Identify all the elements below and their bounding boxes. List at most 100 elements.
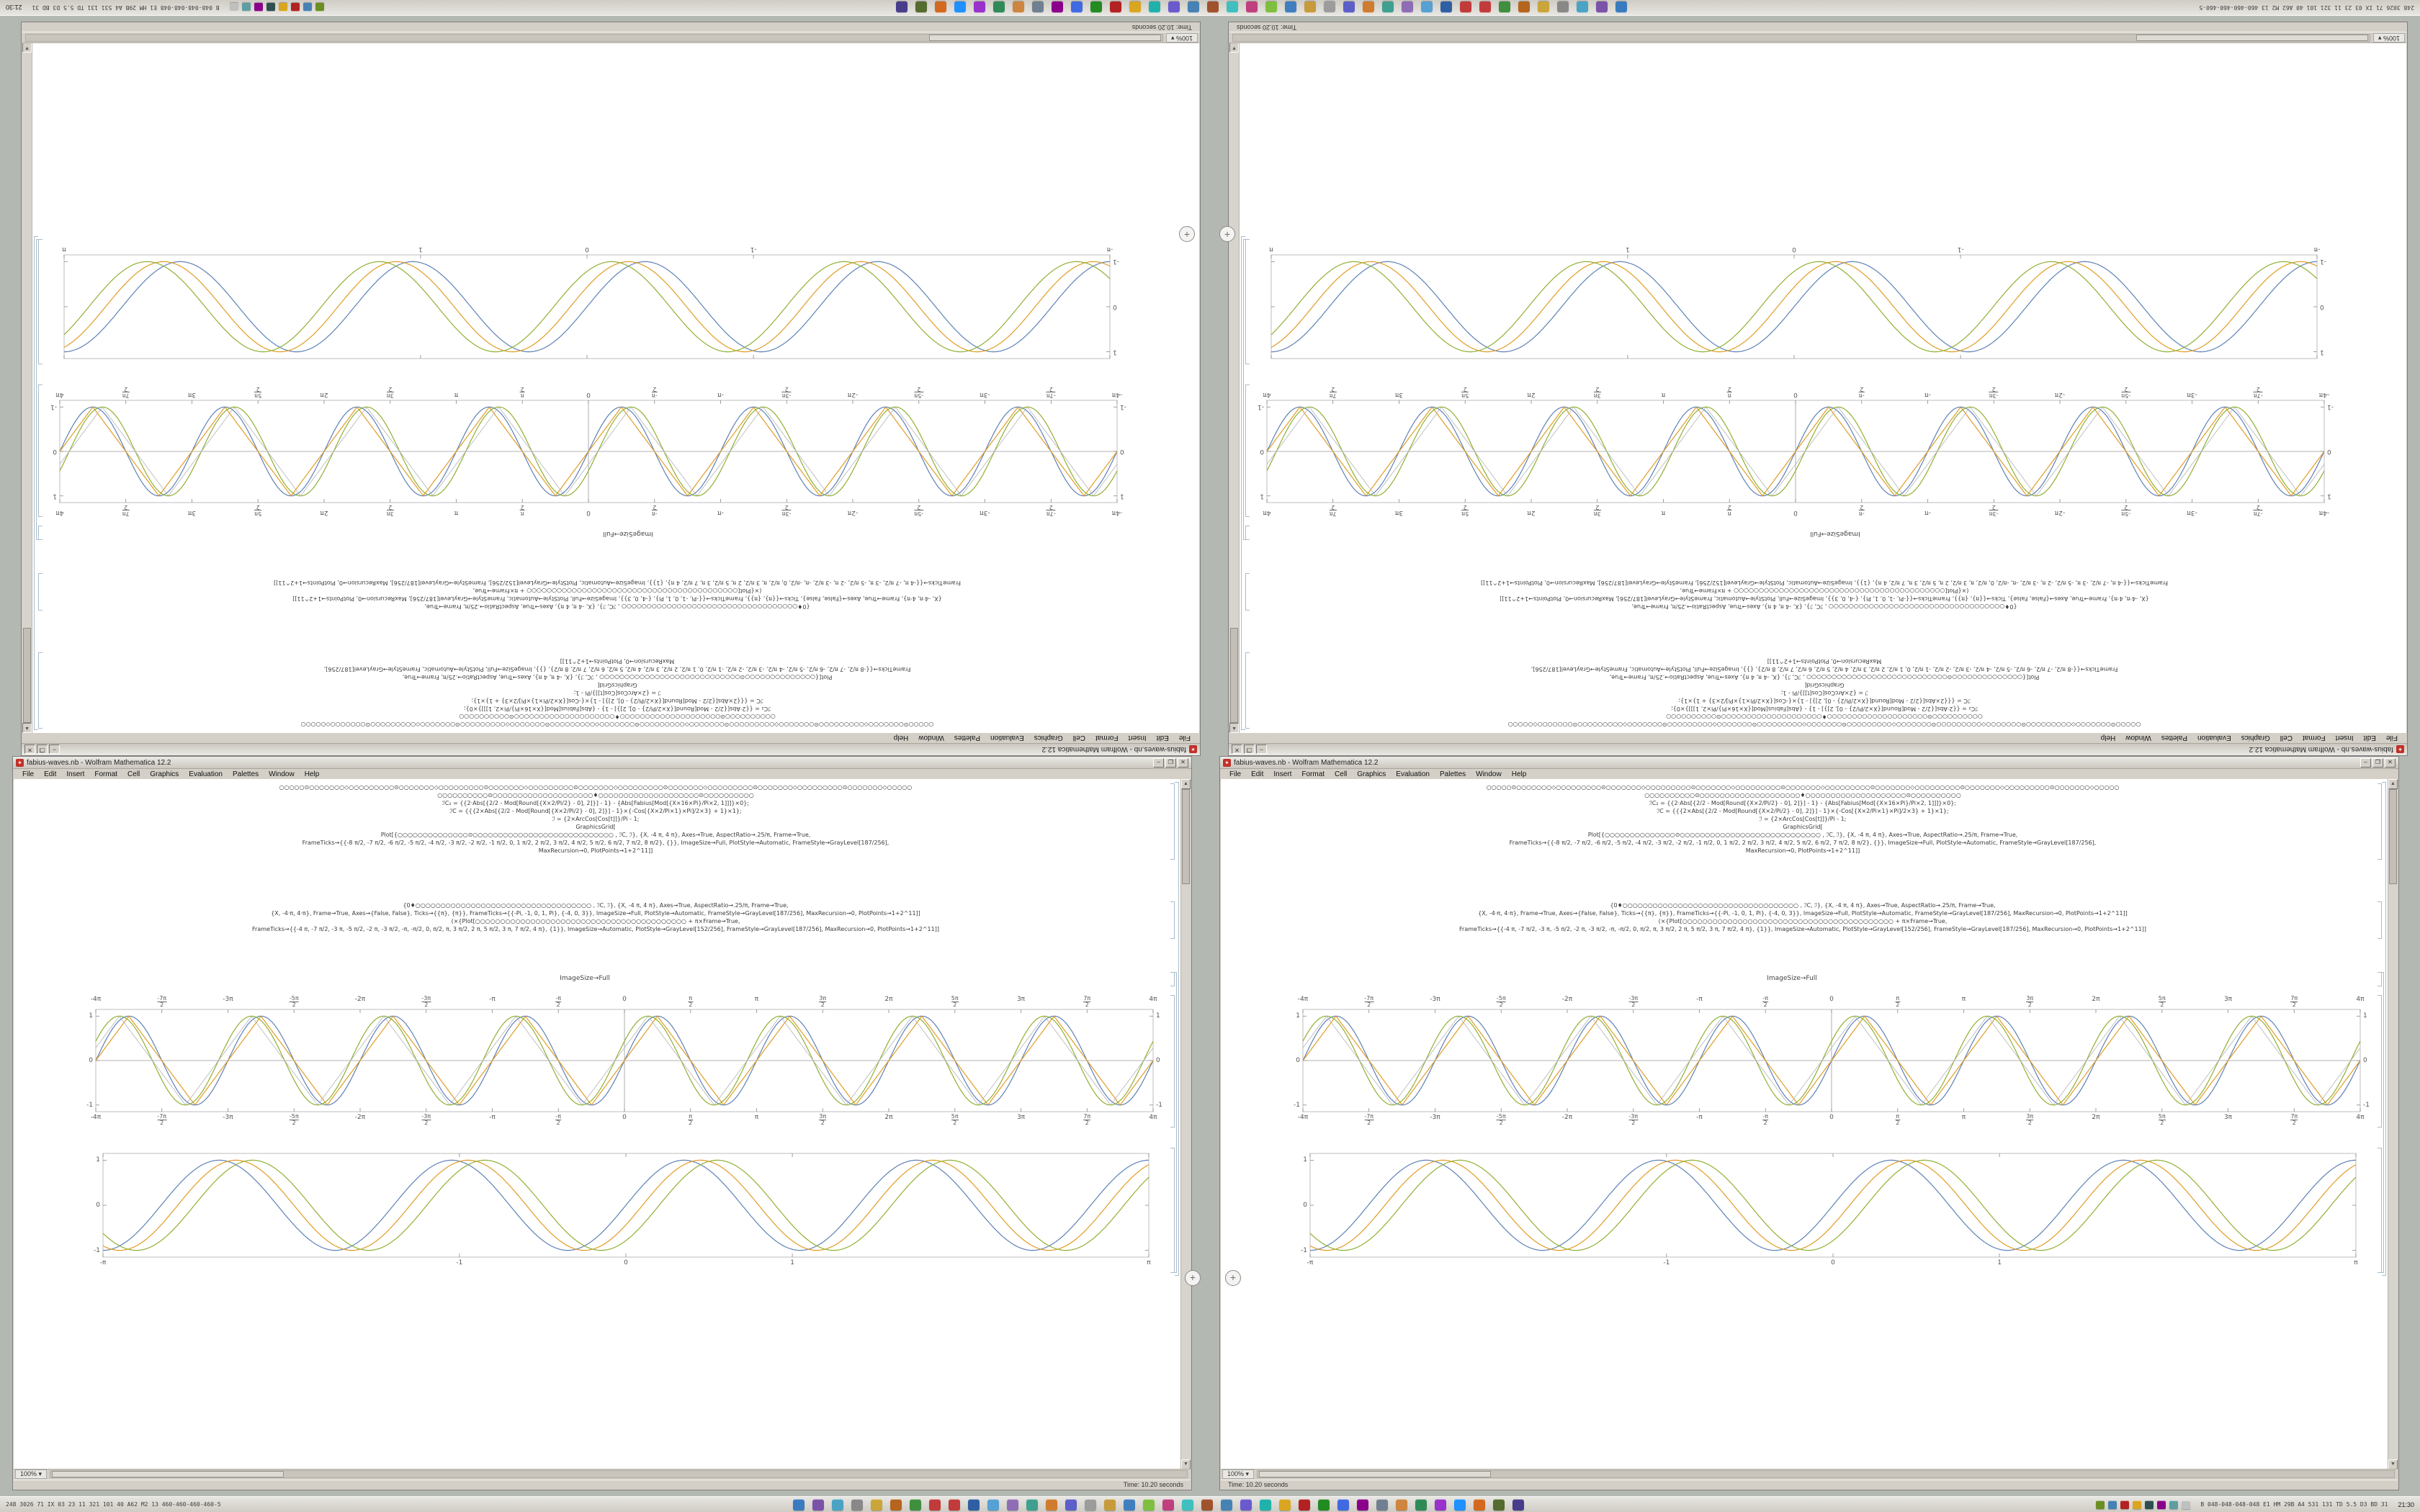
taskbar-app-icon[interactable]: [993, 1, 1005, 14]
window-titlebar[interactable]: ✶ fabius-waves.nb - Wolfram Mathematica …: [1229, 743, 2407, 755]
menu-edit[interactable]: Edit: [1251, 770, 1264, 778]
cell-bracket-label[interactable]: [1245, 526, 1250, 540]
cell-bracket-plot-a[interactable]: [1245, 384, 1250, 517]
menu-palettes[interactable]: Palettes: [954, 734, 980, 742]
menu-palettes[interactable]: Palettes: [233, 770, 259, 778]
code-cell-1[interactable]: ○○○○○⊙○○○○○○○◇○○○○○○○○○⊙○○○○○○○◇○○○○○○○○…: [57, 657, 1178, 729]
taskbar-app-icon[interactable]: [1318, 1498, 1330, 1511]
taskbar[interactable]: 248 3026 71 IX 03 23 11 321 101 40 A62 M…: [0, 0, 2420, 16]
minimize-button[interactable]: –: [1153, 757, 1164, 768]
menu-format[interactable]: Format: [2302, 734, 2326, 742]
insert-cell-plus-icon[interactable]: +: [1219, 226, 1235, 242]
taskbar-app-icon[interactable]: [290, 3, 300, 12]
code-cell-1[interactable]: ○○○○○⊙○○○○○○○◇○○○○○○○○○⊙○○○○○○○◇○○○○○○○○…: [1242, 783, 2363, 855]
menu-graphics[interactable]: Graphics: [2241, 734, 2270, 742]
menu-palettes[interactable]: Palettes: [2161, 734, 2187, 742]
menu-insert[interactable]: Insert: [66, 770, 85, 778]
close-button[interactable]: ✕: [24, 744, 35, 755]
taskbar-app-icon[interactable]: [929, 1498, 941, 1511]
horizontal-scrollbar-thumb[interactable]: [2136, 35, 2368, 41]
insert-cell-plus-icon[interactable]: +: [1225, 1270, 1241, 1286]
taskbar-app-icon[interactable]: [1363, 1, 1374, 14]
taskbar-app-icon[interactable]: [229, 3, 238, 12]
horizontal-scrollbar[interactable]: [1232, 34, 2370, 42]
menu-palettes[interactable]: Palettes: [1440, 770, 1466, 778]
taskbar-app-icon[interactable]: [1337, 1498, 1349, 1511]
cell-bracket-label[interactable]: [38, 526, 42, 540]
code-cell-1[interactable]: ○○○○○⊙○○○○○○○◇○○○○○○○○○⊙○○○○○○○◇○○○○○○○○…: [35, 783, 1156, 855]
taskbar-app-icon[interactable]: [1188, 1, 1199, 14]
taskbar-app-icon[interactable]: [1090, 1, 1102, 14]
taskbar-app-icon[interactable]: [1201, 1498, 1213, 1511]
taskbar-app-icon[interactable]: [315, 3, 324, 12]
cell-bracket-outer[interactable]: [2382, 782, 2386, 1276]
taskbar-app-icon[interactable]: [935, 1, 946, 14]
cell-bracket-plot-b[interactable]: [38, 239, 42, 364]
taskbar-app-icon[interactable]: [1221, 1498, 1232, 1511]
scroll-down-icon[interactable]: ▼: [1229, 42, 1239, 53]
taskbar-app-icon[interactable]: [1304, 1, 1316, 14]
cell-bracket-plot-b[interactable]: [1170, 1148, 1175, 1273]
taskbar-app-icon[interactable]: [1260, 1498, 1271, 1511]
taskbar-app-icon[interactable]: [915, 1, 927, 14]
magnification-dropdown[interactable]: 100% ▾: [2372, 33, 2405, 42]
menu-evaluation[interactable]: Evaluation: [2197, 734, 2231, 742]
scroll-up-icon[interactable]: ▲: [22, 723, 32, 733]
menu-window[interactable]: Window: [1476, 770, 1502, 778]
taskbar-app-icon[interactable]: [1227, 1, 1238, 14]
menu-cell[interactable]: Cell: [127, 770, 140, 778]
menu-graphics[interactable]: Graphics: [1357, 770, 1386, 778]
taskbar-app-icon[interactable]: [1110, 1, 1121, 14]
taskbar-app-icon[interactable]: [1007, 1498, 1018, 1511]
taskbar-app-icon[interactable]: [2120, 1500, 2130, 1509]
horizontal-scrollbar-strip[interactable]: 100% ▾: [1221, 1469, 2398, 1479]
scroll-up-icon[interactable]: ▲: [2388, 779, 2398, 789]
menu-edit[interactable]: Edit: [1156, 734, 1169, 742]
scroll-up-icon[interactable]: ▲: [1181, 779, 1191, 789]
menu-cell[interactable]: Cell: [1072, 734, 1085, 742]
taskbar-app-icon[interactable]: [1615, 1, 1627, 14]
taskbar-app-icon[interactable]: [832, 1498, 843, 1511]
taskbar-app-icon[interactable]: [1557, 1, 1569, 14]
taskbar-app-icon[interactable]: [1538, 1, 1549, 14]
menu-edit[interactable]: Edit: [2363, 734, 2376, 742]
insert-cell-plus-icon[interactable]: +: [1179, 226, 1195, 242]
cell-bracket-code1[interactable]: [1245, 652, 1250, 729]
horizontal-scrollbar-thumb[interactable]: [1259, 1471, 1492, 1477]
taskbar-app-icon[interactable]: [1143, 1498, 1155, 1511]
horizontal-scrollbar-strip[interactable]: 100% ▾: [1229, 33, 2406, 43]
menu-evaluation[interactable]: Evaluation: [1396, 770, 1430, 778]
taskbar-app-icon[interactable]: [1435, 1498, 1446, 1511]
cell-bracket-output-group[interactable]: [1173, 972, 1177, 1273]
menu-cell[interactable]: Cell: [2280, 734, 2293, 742]
taskbar-app-icon[interactable]: [2169, 1500, 2179, 1509]
taskbar-app-icon[interactable]: [1474, 1498, 1485, 1511]
notebook-content[interactable]: ○○○○○⊙○○○○○○○◇○○○○○○○○○⊙○○○○○○○◇○○○○○○○○…: [14, 779, 1191, 1470]
cell-bracket-code2[interactable]: [1245, 573, 1250, 611]
scrollbar-thumb[interactable]: [23, 628, 31, 723]
code-cell-2[interactable]: {0♦○○○○○○○○○○○○○○○○○○○○○○○○○○○○○○○○○○○ ,…: [35, 901, 1156, 933]
taskbar-app-icon[interactable]: [1376, 1498, 1388, 1511]
taskbar-app-icon[interactable]: [1299, 1498, 1310, 1511]
cell-bracket-label[interactable]: [2378, 972, 2382, 986]
menu-cell[interactable]: Cell: [1335, 770, 1348, 778]
taskbar-app-icon[interactable]: [1402, 1, 1413, 14]
taskbar-app-icon[interactable]: [1577, 1, 1588, 14]
menu-file[interactable]: File: [1229, 770, 1242, 778]
taskbar-app-icon[interactable]: [2182, 1500, 2191, 1509]
taskbar-app-icon[interactable]: [1085, 1498, 1096, 1511]
notebook-content[interactable]: ○○○○○⊙○○○○○○○◇○○○○○○○○○⊙○○○○○○○◇○○○○○○○○…: [1229, 42, 2406, 733]
maximize-button[interactable]: ❐: [37, 744, 48, 755]
menu-graphics[interactable]: Graphics: [1034, 734, 1063, 742]
scroll-down-icon[interactable]: ▼: [2388, 1459, 2398, 1470]
taskbar-app-icon[interactable]: [1246, 1, 1258, 14]
notebook-content[interactable]: ○○○○○⊙○○○○○○○◇○○○○○○○○○⊙○○○○○○○◇○○○○○○○○…: [22, 42, 1199, 733]
minimize-button[interactable]: –: [49, 744, 60, 755]
scrollbar-thumb[interactable]: [1182, 789, 1190, 884]
taskbar-app-icon[interactable]: [987, 1498, 999, 1511]
menu-file[interactable]: File: [2385, 734, 2398, 742]
taskbar-app-icon[interactable]: [1124, 1498, 1135, 1511]
taskbar-app-icon[interactable]: [1032, 1, 1044, 14]
window-titlebar[interactable]: ✶ fabius-waves.nb - Wolfram Mathematica …: [13, 757, 1191, 769]
taskbar-app-icon[interactable]: [954, 1, 966, 14]
